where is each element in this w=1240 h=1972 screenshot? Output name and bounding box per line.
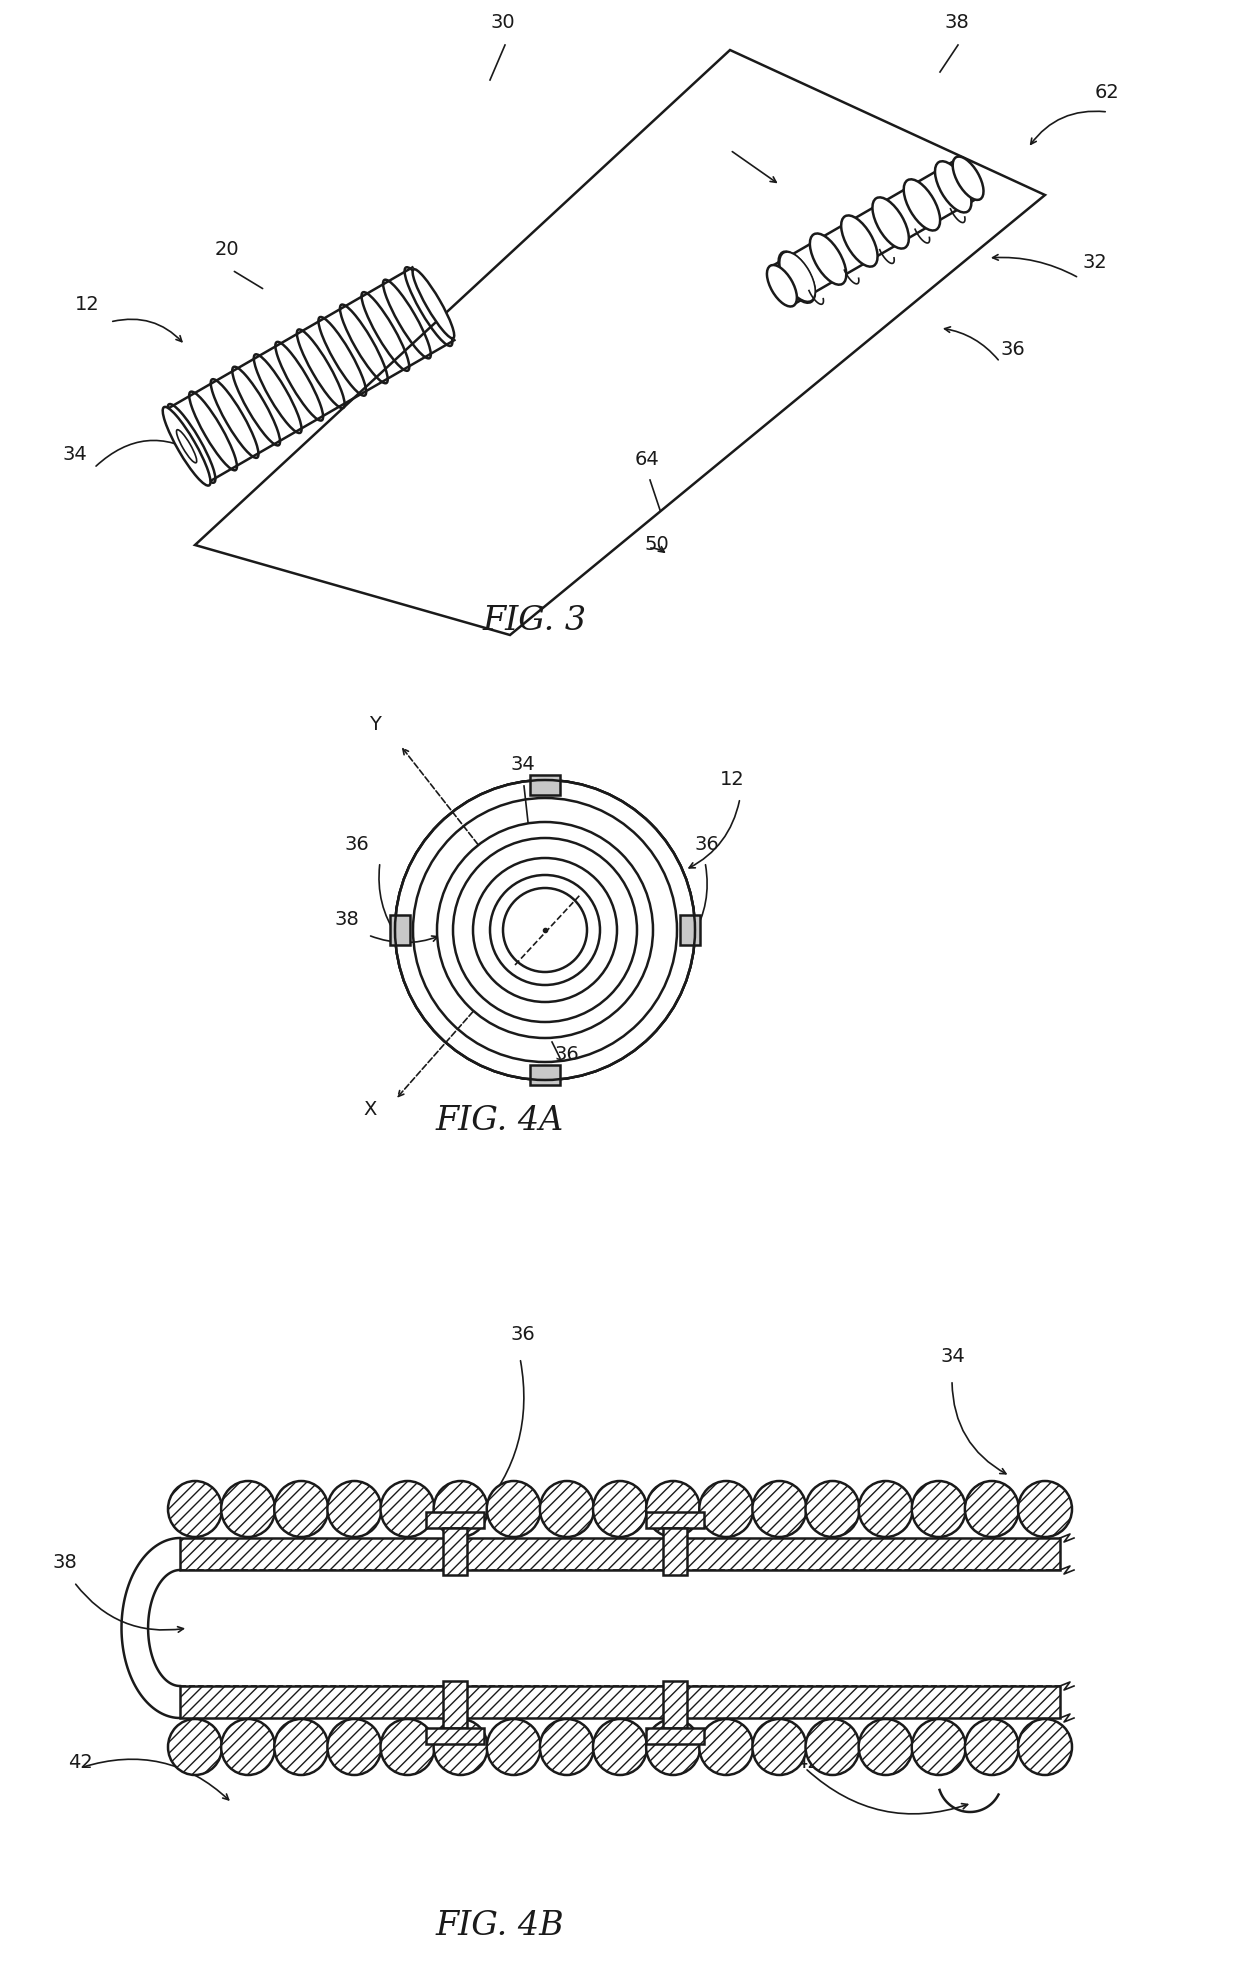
Ellipse shape (858, 1481, 913, 1536)
Text: 20: 20 (215, 241, 239, 258)
Ellipse shape (436, 822, 653, 1037)
Ellipse shape (162, 406, 211, 485)
Ellipse shape (453, 838, 637, 1021)
Ellipse shape (167, 1481, 222, 1536)
Text: 36: 36 (556, 1045, 580, 1065)
Bar (680, 915, 701, 945)
Text: 32: 32 (1083, 252, 1107, 272)
Ellipse shape (436, 822, 653, 1037)
Ellipse shape (413, 268, 454, 339)
Ellipse shape (965, 1481, 1019, 1536)
Bar (663, 1528, 687, 1576)
Ellipse shape (911, 1720, 966, 1775)
Text: 36: 36 (999, 339, 1024, 359)
Bar (663, 1680, 687, 1727)
Ellipse shape (1018, 1720, 1073, 1775)
Text: FIG. 3: FIG. 3 (482, 605, 587, 637)
Ellipse shape (490, 876, 600, 984)
Bar (443, 1680, 467, 1727)
Ellipse shape (453, 838, 637, 1021)
Text: 12: 12 (720, 769, 745, 789)
Text: 30: 30 (490, 14, 515, 32)
Text: 62: 62 (1095, 83, 1120, 103)
Ellipse shape (396, 781, 694, 1081)
Ellipse shape (699, 1481, 753, 1536)
Text: FIG. 4A: FIG. 4A (436, 1104, 564, 1138)
Ellipse shape (274, 1481, 329, 1536)
Bar (646, 1513, 704, 1528)
Bar (180, 1686, 1060, 1718)
Bar (529, 1065, 560, 1085)
Bar (646, 1727, 704, 1743)
Ellipse shape (1018, 1481, 1073, 1536)
Text: 36: 36 (510, 1325, 534, 1345)
Ellipse shape (806, 1720, 859, 1775)
Ellipse shape (780, 252, 815, 302)
Ellipse shape (381, 1481, 434, 1536)
Text: 36: 36 (345, 834, 370, 854)
Ellipse shape (699, 1720, 753, 1775)
Text: 34: 34 (510, 755, 534, 773)
Ellipse shape (539, 1720, 594, 1775)
Ellipse shape (503, 887, 587, 972)
Ellipse shape (841, 215, 878, 266)
Ellipse shape (472, 858, 618, 1002)
Ellipse shape (911, 1481, 966, 1536)
Bar (427, 1727, 484, 1743)
Ellipse shape (221, 1720, 275, 1775)
Text: 64: 64 (635, 450, 660, 469)
Ellipse shape (487, 1481, 541, 1536)
Ellipse shape (593, 1481, 647, 1536)
Ellipse shape (221, 1481, 275, 1536)
Text: 38: 38 (52, 1554, 77, 1572)
Text: FIG. 4B: FIG. 4B (435, 1911, 564, 1942)
Ellipse shape (472, 858, 618, 1002)
Ellipse shape (873, 197, 909, 248)
Ellipse shape (274, 1720, 329, 1775)
Ellipse shape (858, 1720, 913, 1775)
Ellipse shape (434, 1481, 487, 1536)
Ellipse shape (167, 1720, 222, 1775)
Ellipse shape (810, 233, 846, 284)
Bar (443, 1528, 467, 1576)
Ellipse shape (766, 264, 797, 306)
Text: 36: 36 (694, 834, 719, 854)
Text: 38: 38 (945, 14, 970, 32)
Ellipse shape (952, 156, 983, 199)
Text: 50: 50 (645, 534, 670, 554)
Ellipse shape (176, 430, 197, 463)
Ellipse shape (935, 162, 971, 213)
Ellipse shape (327, 1481, 382, 1536)
Bar (427, 1513, 484, 1528)
Text: 34: 34 (940, 1347, 965, 1367)
Text: 42: 42 (68, 1753, 93, 1773)
Ellipse shape (434, 1720, 487, 1775)
Ellipse shape (646, 1481, 701, 1536)
Ellipse shape (965, 1720, 1019, 1775)
Text: 34: 34 (62, 446, 87, 463)
Ellipse shape (396, 781, 694, 1081)
Ellipse shape (327, 1720, 382, 1775)
Ellipse shape (753, 1481, 806, 1536)
Ellipse shape (413, 799, 677, 1063)
Text: 12: 12 (74, 296, 99, 314)
Ellipse shape (806, 1481, 859, 1536)
Text: 38: 38 (335, 909, 360, 929)
Bar (391, 915, 410, 945)
Ellipse shape (904, 179, 940, 231)
Ellipse shape (779, 252, 815, 304)
Ellipse shape (646, 1720, 701, 1775)
Text: Y: Y (370, 716, 381, 734)
Ellipse shape (487, 1720, 541, 1775)
Ellipse shape (753, 1720, 806, 1775)
Ellipse shape (593, 1720, 647, 1775)
Bar (529, 775, 560, 795)
Text: 42: 42 (795, 1753, 820, 1773)
Ellipse shape (503, 887, 587, 972)
Ellipse shape (381, 1720, 434, 1775)
Ellipse shape (490, 876, 600, 984)
Ellipse shape (539, 1481, 594, 1536)
Text: X: X (363, 1100, 377, 1118)
Bar (180, 1538, 1060, 1570)
